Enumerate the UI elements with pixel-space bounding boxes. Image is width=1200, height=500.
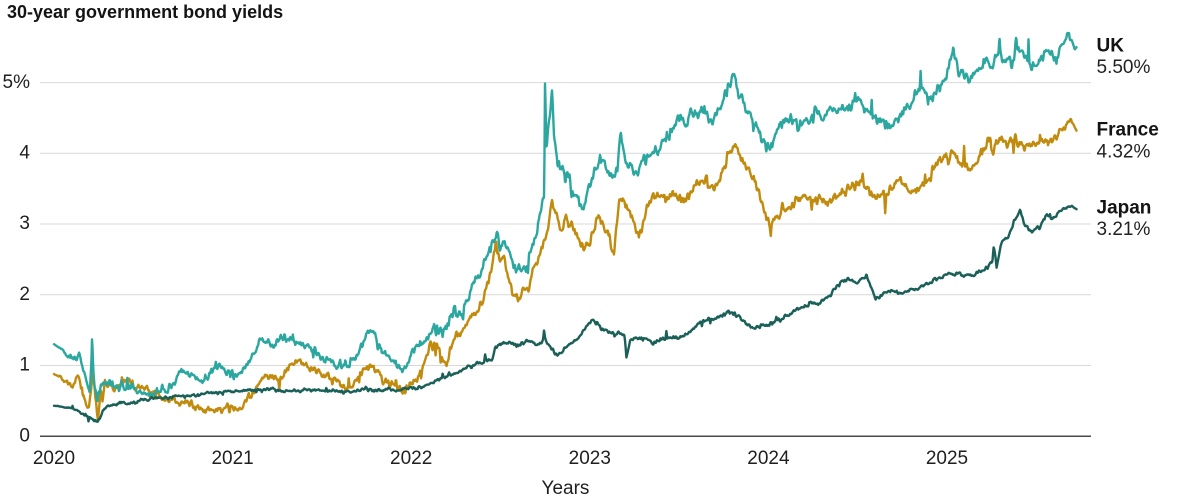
svg-text:2025: 2025 xyxy=(926,448,968,469)
svg-text:2023: 2023 xyxy=(569,448,611,469)
svg-text:30-year government bond yields: 30-year government bond yields xyxy=(7,2,283,22)
svg-text:Years: Years xyxy=(542,478,590,499)
svg-text:0: 0 xyxy=(19,425,30,446)
svg-text:2: 2 xyxy=(19,284,30,305)
svg-text:3: 3 xyxy=(19,213,30,234)
svg-text:2020: 2020 xyxy=(33,448,75,469)
svg-text:2021: 2021 xyxy=(211,448,253,469)
svg-text:2024: 2024 xyxy=(747,448,790,469)
svg-text:5%: 5% xyxy=(3,72,31,93)
svg-text:UK: UK xyxy=(1097,36,1125,57)
svg-text:2022: 2022 xyxy=(390,448,432,469)
svg-text:5.50%: 5.50% xyxy=(1097,57,1151,78)
svg-text:4: 4 xyxy=(19,143,30,164)
svg-text:1: 1 xyxy=(19,355,30,376)
svg-text:Japan: Japan xyxy=(1097,198,1152,219)
svg-text:3.21%: 3.21% xyxy=(1097,219,1151,240)
svg-text:4.32%: 4.32% xyxy=(1097,141,1151,162)
svg-text:France: France xyxy=(1097,119,1159,140)
